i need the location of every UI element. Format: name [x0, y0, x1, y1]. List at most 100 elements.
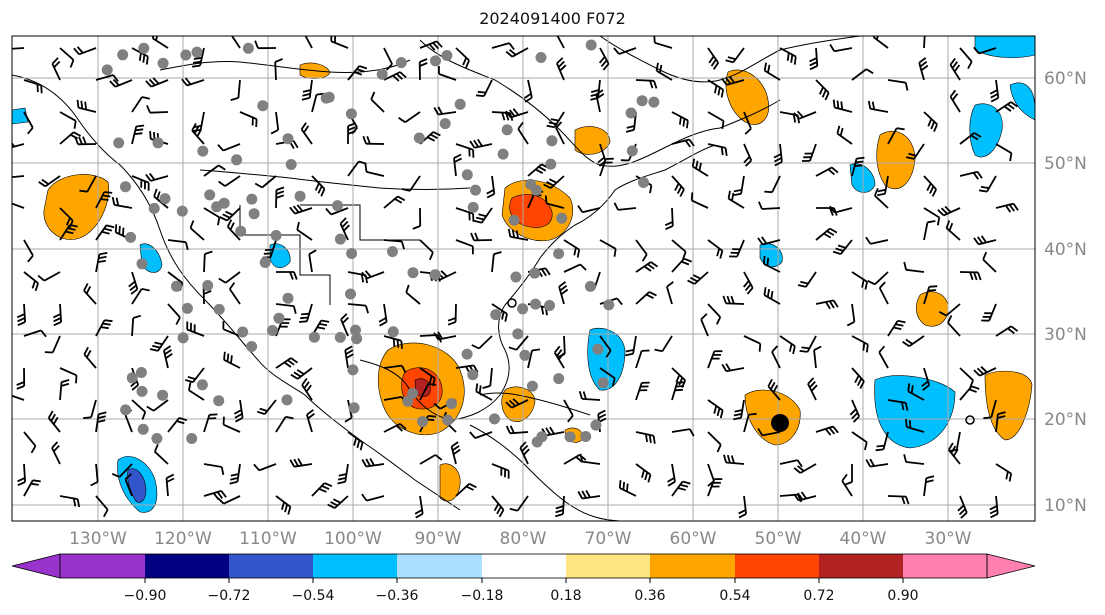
- wind-barb-tick: [156, 191, 161, 200]
- wind-barb: [59, 303, 62, 323]
- wind-barb-tick: [229, 222, 235, 231]
- wind-barb-tick: [217, 144, 224, 152]
- wind-barb-tick: [829, 207, 834, 216]
- observation-point: [126, 372, 138, 384]
- wind-barb: [131, 175, 150, 184]
- wind-barb-tick: [967, 61, 973, 70]
- wind-barb: [959, 367, 974, 381]
- wind-barb-tick: [716, 407, 721, 417]
- wind-barb-tick: [723, 454, 727, 463]
- wind-barb-tick: [124, 473, 132, 480]
- wind-barb-tick: [788, 343, 793, 352]
- wind-barb-tick: [680, 483, 689, 488]
- wind-barb: [527, 350, 533, 369]
- wind-barb-tick: [855, 160, 864, 164]
- wind-barb-tick: [678, 377, 684, 386]
- observation-point: [545, 158, 557, 170]
- wind-barb: [95, 224, 108, 241]
- wind-barb: [743, 335, 761, 345]
- wind-barb-tick: [419, 58, 428, 63]
- observation-point: [351, 333, 363, 345]
- wind-barb-tick: [555, 121, 563, 129]
- wind-barb-tick: [809, 57, 818, 63]
- wind-barb: [474, 431, 493, 439]
- wind-barb: [203, 414, 211, 433]
- wind-barb-tick: [647, 263, 655, 270]
- wind-barb-tick: [625, 349, 634, 353]
- wind-barb: [330, 207, 349, 216]
- observation-point: [407, 267, 419, 279]
- wind-barb-tick: [864, 441, 868, 451]
- wind-barb-tick: [75, 375, 78, 384]
- wind-barb-tick: [550, 118, 559, 122]
- wind-barb: [555, 127, 565, 145]
- wind-barb-tick: [862, 342, 866, 351]
- wind-barb-tick: [665, 225, 674, 231]
- wind-barb: [870, 239, 889, 245]
- observation-point: [429, 269, 441, 281]
- wind-barb-tick: [983, 416, 992, 420]
- wind-barb: [491, 175, 496, 195]
- observation-point: [489, 413, 500, 425]
- wind-barb-tick: [905, 156, 915, 160]
- wind-barb-tick: [353, 437, 358, 446]
- wind-barb-tick: [222, 213, 231, 219]
- colorbar-tick-label: 0.90: [887, 588, 918, 604]
- wind-barb: [383, 47, 393, 65]
- observation-point: [497, 148, 509, 160]
- wind-barb-tick: [486, 193, 495, 199]
- wind-barb-tick: [1005, 471, 1009, 480]
- wind-barb: [239, 111, 257, 120]
- wind-barb-tick: [687, 279, 696, 285]
- colorbar-tick-label: 0.18: [550, 588, 581, 604]
- wind-barb-tick: [928, 289, 937, 292]
- wind-barb-tick: [462, 57, 468, 66]
- observation-point: [266, 325, 278, 336]
- wind-barb-tick: [379, 321, 388, 327]
- wind-barb-tick: [698, 162, 702, 171]
- wind-barb-tick: [521, 444, 529, 452]
- observation-point: [470, 184, 481, 196]
- wind-barb-tick: [432, 42, 440, 50]
- wind-barb-tick: [338, 473, 347, 477]
- wind-barb-tick: [289, 459, 295, 468]
- wind-barb: [806, 335, 817, 353]
- wind-barb: [23, 329, 42, 337]
- wind-barb-tick: [772, 384, 779, 393]
- wind-barb-tick: [879, 281, 886, 289]
- wind-barb-tick: [155, 36, 158, 41]
- wind-barb: [23, 111, 34, 129]
- wind-barb-tick: [61, 379, 70, 383]
- wind-barb-tick: [844, 481, 853, 486]
- wind-barb-tick: [910, 385, 914, 394]
- wind-barb-tick: [940, 207, 948, 215]
- colorbar-tick-label: 0.36: [634, 588, 665, 604]
- colorbar-bin: [482, 554, 566, 578]
- wind-barb-tick: [465, 60, 470, 69]
- wind-barb-tick: [797, 492, 804, 501]
- wind-barb-tick: [921, 380, 929, 388]
- wind-barb: [131, 96, 143, 113]
- wind-barb-tick: [218, 164, 226, 171]
- wind-barb-tick: [951, 93, 959, 101]
- wind-barb: [383, 364, 402, 369]
- wind-barb-tick: [827, 168, 835, 176]
- wind-barb-tick: [145, 173, 152, 182]
- wind-barb-tick: [905, 338, 914, 345]
- wind-barb-tick: [681, 260, 690, 266]
- wind-barb-tick: [829, 205, 836, 214]
- wind-barb-tick: [486, 189, 495, 195]
- wind-barb-tick: [508, 109, 516, 117]
- observation-point: [176, 205, 188, 217]
- wind-barb-tick: [973, 271, 978, 281]
- wind-barb: [546, 202, 565, 209]
- wind-barb-tick: [452, 448, 461, 455]
- wind-barb-tick: [473, 139, 480, 148]
- observation-point: [294, 190, 306, 202]
- wind-barb: [813, 350, 817, 369]
- wind-barb-tick: [674, 388, 683, 392]
- wind-barb-tick: [141, 288, 150, 292]
- wind-barb-tick: [339, 217, 347, 225]
- observation-point: [120, 404, 132, 416]
- wind-barb-tick: [645, 433, 648, 443]
